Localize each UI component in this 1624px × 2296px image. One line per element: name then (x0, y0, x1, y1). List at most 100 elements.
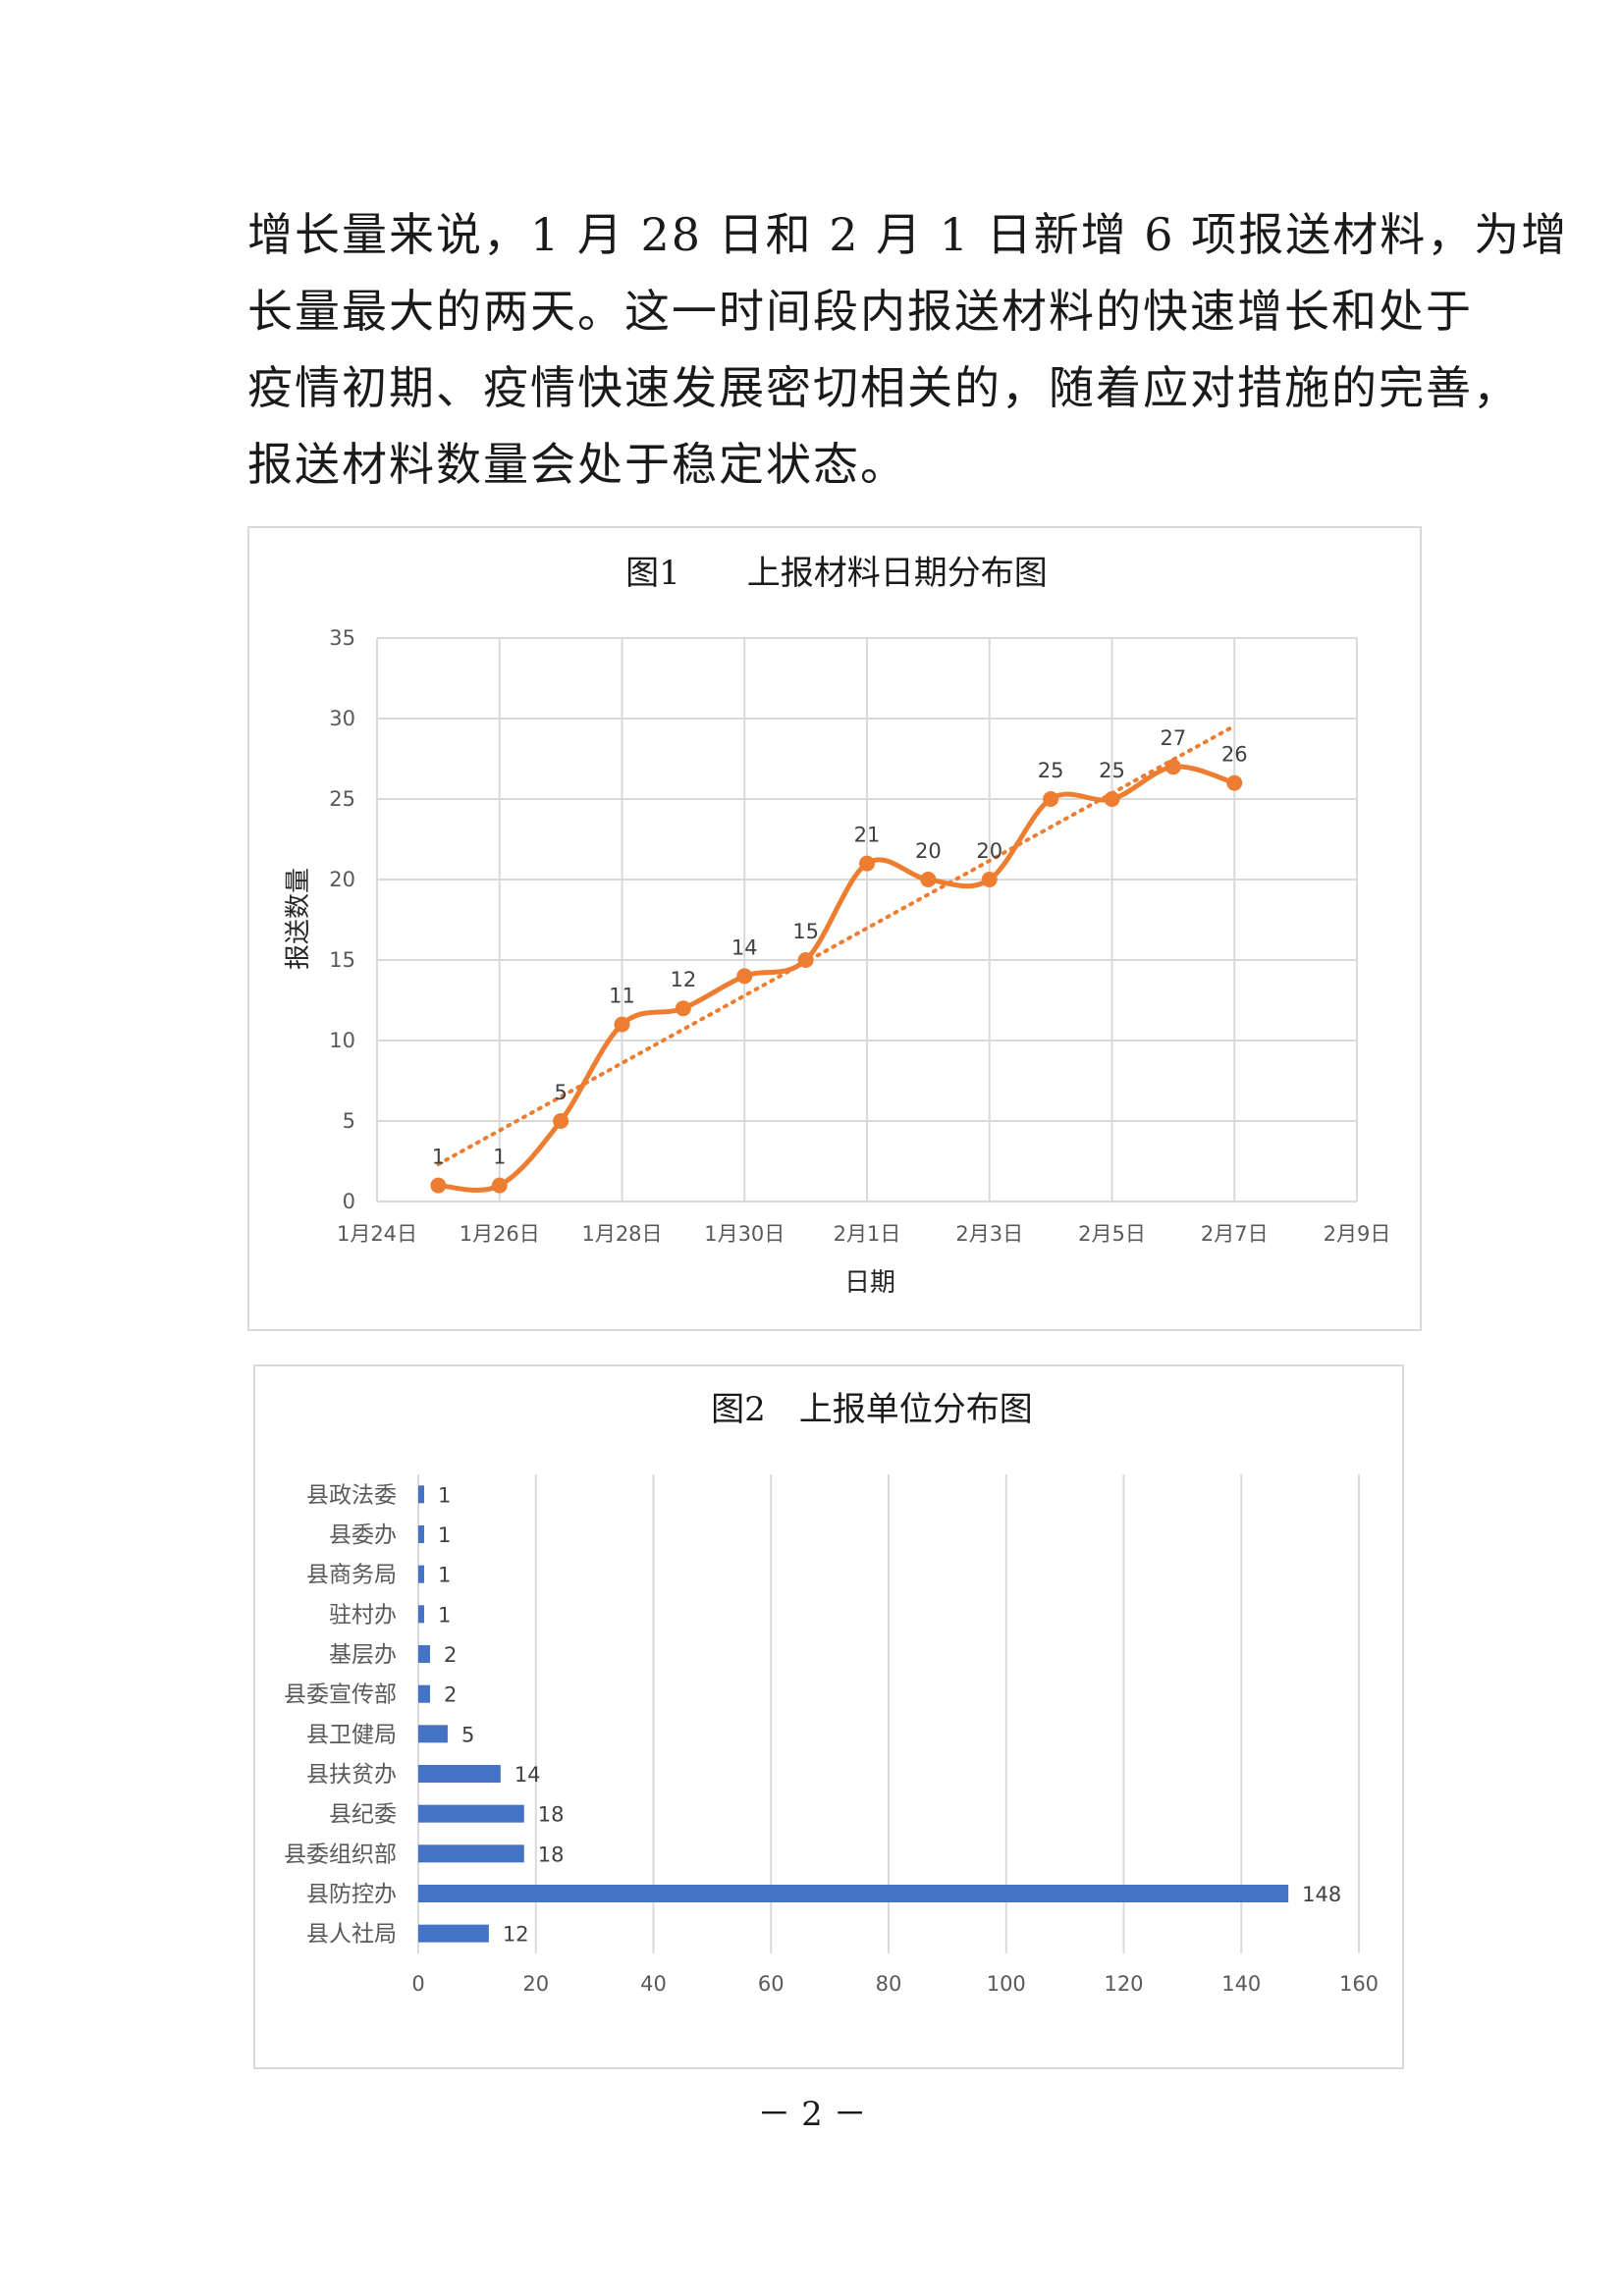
chart2-category-label: 县纪委 (329, 1802, 397, 1828)
chart1-data-label: 25 (1038, 759, 1064, 782)
chart2-data-label: 14 (514, 1763, 541, 1787)
chart1-x-tick-label: 2月9日 (1324, 1222, 1391, 1246)
chart1-data-point (859, 855, 875, 872)
chart1-x-tick-label: 1月24日 (337, 1222, 417, 1246)
chart1-x-tick-label: 1月26日 (460, 1222, 540, 1246)
paragraph-line-2: 长量最大的两天。这一时间段内报送材料的快速增长和处于 (247, 285, 1473, 338)
chart2-data-label: 18 (538, 1842, 565, 1866)
chart2-bar (418, 1485, 424, 1504)
chart2-title: 图2 上报单位分布图 (711, 1390, 1033, 1429)
chart2-bar (418, 1804, 524, 1823)
chart1-data-label: 14 (731, 935, 758, 959)
chart1-y-tick-label: 5 (343, 1109, 355, 1133)
chart2-data-label: 1 (438, 1564, 451, 1587)
chart2-x-tick-label: 0 (411, 1972, 424, 1996)
unit-distribution-chart-svg: 图2 上报单位分布图 0 20 40 60 80 100 120 140 160 县政法委县委办… (284, 1390, 1379, 1996)
chart1-x-tick-label: 2月3日 (955, 1222, 1023, 1246)
chart1-data-point (1164, 759, 1181, 775)
chart1-data-label: 12 (671, 968, 697, 991)
chart1-y-tick-label: 0 (343, 1190, 355, 1213)
chart1-y-tick-label: 20 (329, 868, 355, 891)
chart1-x-tick-label: 2月5日 (1078, 1222, 1146, 1246)
chart2-bar (418, 1844, 524, 1863)
chart1-series-line (438, 764, 1235, 1193)
chart1-data-label: 26 (1221, 743, 1248, 767)
chart1-data-label: 21 (854, 824, 881, 847)
chart2-category-label: 县人社局 (306, 1922, 397, 1948)
chart2-x-tick-label: 60 (758, 1972, 785, 1996)
chart2-bar (418, 1885, 1289, 1902)
chart1-y-tick-label: 10 (329, 1029, 355, 1052)
chart1-data-label: 20 (976, 839, 1002, 863)
chart1-data-label: 1 (493, 1146, 506, 1169)
chart1-y-axis-label: 报送数量 (284, 868, 313, 970)
chart2-x-tick-label: 100 (987, 1972, 1026, 1996)
chart2-data-label: 2 (444, 1683, 457, 1707)
chart1-data-label: 11 (609, 985, 635, 1008)
chart1-data-point (491, 1177, 508, 1194)
chart1-y-tick-label: 15 (329, 948, 355, 972)
chart1-data-point (1226, 774, 1243, 791)
chart1-data-label: 15 (792, 920, 819, 943)
chart2-data-label: 148 (1302, 1883, 1341, 1906)
chart1-y-tick-label: 25 (329, 787, 355, 811)
chart2-x-tick-label: 160 (1339, 1972, 1379, 1996)
chart2-data-label: 1 (438, 1603, 451, 1627)
chart2-bar (418, 1645, 430, 1663)
chart1-data-point (430, 1177, 447, 1194)
chart1-data-point (981, 872, 998, 887)
date-distribution-chart: 图1 上报材料日期分布图 0 5 10 15 20 25 30 35 1月24日 1月26日 1月… (247, 526, 1422, 1331)
chart1-data-point (614, 1016, 630, 1033)
chart1-trendline (436, 723, 1237, 1167)
chart2-data-label: 12 (503, 1923, 529, 1947)
chart2-bar (418, 1725, 448, 1743)
chart2-category-label: 县委宣传部 (284, 1682, 397, 1708)
chart1-data-point (1043, 791, 1059, 807)
paragraph-line-1: 增长量来说，1 月 28 日和 2 月 1 日新增 6 项报送材料，为增 (247, 208, 1569, 261)
chart2-x-tick-label: 40 (640, 1972, 667, 1996)
chart1-data-label: 1 (432, 1146, 445, 1169)
chart2-data-label: 2 (444, 1643, 457, 1667)
chart2-category-label: 基层办 (329, 1642, 397, 1668)
unit-distribution-chart: 图2 上报单位分布图 0 20 40 60 80 100 120 140 160 县政法委 县委办… (253, 1364, 1404, 2069)
chart1-data-label: 27 (1161, 726, 1187, 750)
chart1-y-tick-label: 30 (329, 707, 355, 730)
chart2-bar (418, 1765, 501, 1783)
chart2-x-tick-label: 20 (522, 1972, 549, 1996)
paragraph-line-3: 疫情初期、疫情快速发展密切相关的，随着应对措施的完善， (247, 361, 1520, 414)
chart2-bar (418, 1924, 489, 1943)
chart1-x-tick-label: 1月28日 (581, 1222, 662, 1246)
chart2-bar (418, 1684, 430, 1703)
paragraph-line-4: 报送材料数量会处于稳定状态。 (247, 438, 907, 491)
chart1-data-point (920, 872, 937, 887)
chart1-data-point (675, 1000, 691, 1017)
chart1-x-tick-label: 1月30日 (704, 1222, 785, 1246)
chart2-category-label: 县政法委 (306, 1482, 397, 1508)
page-number: － 2 － (757, 2095, 867, 2134)
chart2-bar (418, 1525, 424, 1543)
chart1-data-point (797, 952, 814, 968)
chart1-data-point (1104, 791, 1120, 807)
chart2-x-tick-label: 80 (876, 1972, 902, 1996)
chart1-data-label: 20 (915, 839, 942, 863)
chart1-data-point (736, 968, 753, 985)
chart2-x-tick-label: 140 (1221, 1972, 1261, 1996)
chart2-category-label: 县卫健局 (306, 1722, 397, 1747)
chart1-x-tick-label: 2月1日 (834, 1222, 901, 1246)
chart1-data-label: 25 (1099, 759, 1125, 782)
chart2-category-label: 县商务局 (306, 1563, 397, 1588)
chart1-data-point (553, 1113, 569, 1129)
chart1-y-tick-label: 35 (329, 626, 355, 650)
chart2-data-label: 5 (461, 1723, 474, 1746)
chart2-category-label: 驻村办 (329, 1602, 397, 1628)
chart2-data-label: 18 (538, 1803, 565, 1827)
chart2-category-label: 县委办 (329, 1522, 397, 1548)
chart1-x-tick-label: 2月7日 (1201, 1222, 1269, 1246)
chart2-bar (418, 1605, 424, 1624)
chart2-category-label: 县委组织部 (284, 1842, 397, 1867)
chart2-category-label: 县防控办 (306, 1882, 397, 1907)
chart1-data-label: 5 (554, 1081, 567, 1104)
chart1-x-axis-label: 日期 (844, 1268, 895, 1298)
chart2-data-label: 1 (438, 1483, 451, 1507)
